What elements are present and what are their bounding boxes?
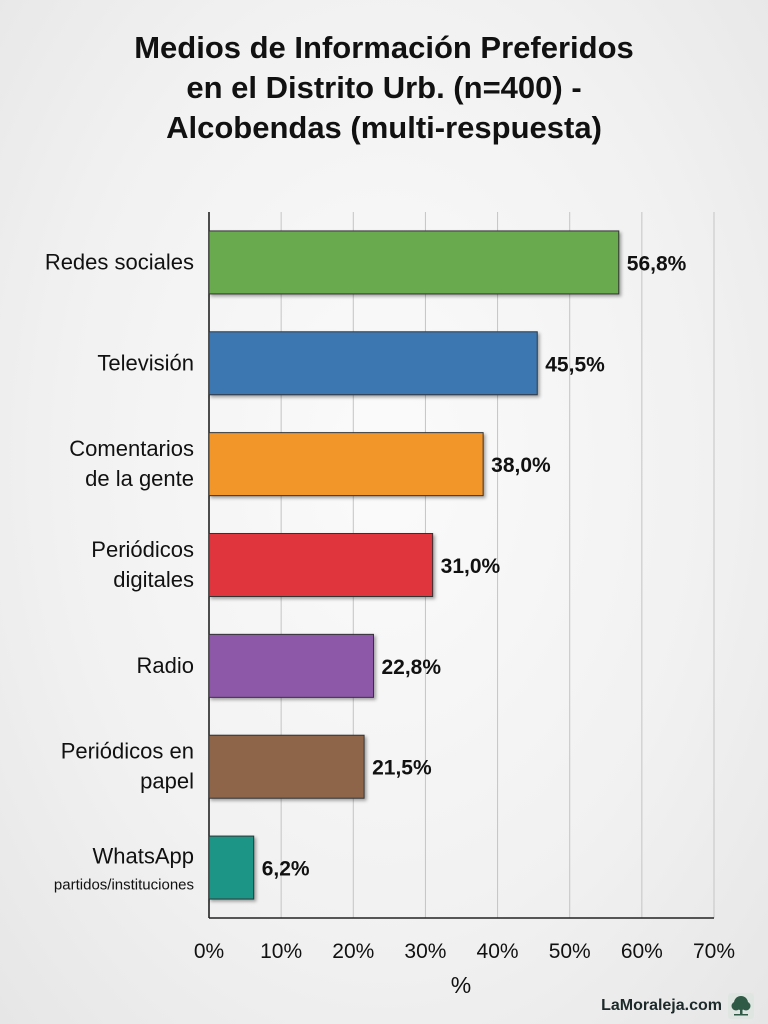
x-tick-label: 50% <box>549 940 591 963</box>
bar <box>208 533 434 597</box>
x-axis: 0% 10% 20% 30% 40% 50% 60% 70%% <box>194 917 735 998</box>
bar <box>208 734 365 799</box>
x-tick-label: 60% <box>621 940 663 963</box>
value-label: 38,0% <box>491 454 551 477</box>
category-label: de la gente <box>85 466 194 491</box>
value-label: 22,8% <box>381 656 441 679</box>
x-tick-label: 70% <box>693 940 735 963</box>
category-label: Radio <box>137 653 194 678</box>
x-tick-label: 10% <box>260 940 302 963</box>
x-axis-title: % <box>451 972 471 998</box>
brand-text: LaMoraleja.com <box>601 997 722 1014</box>
category-sublabel: partidos/instituciones <box>54 877 194 894</box>
value-label: 6,2% <box>262 858 310 881</box>
category-label: Periódicos en <box>61 739 194 764</box>
category-labels: Redes sociales Televisión Comentarios de la… <box>45 249 194 893</box>
x-tick-label: 30% <box>404 940 446 963</box>
bar <box>208 432 484 497</box>
chart-title-line: Medios de Información Preferidos <box>134 30 634 65</box>
value-labels: 56,8% 45,5% 38,0% 31,0% 22,8% 21,5% 6,2% <box>262 252 687 880</box>
chart-title-line: en el Distrito Urb. (n=400) - <box>186 70 582 105</box>
bar <box>208 230 620 295</box>
category-label: Comentarios <box>69 436 194 461</box>
category-label: Periódicos <box>91 537 194 562</box>
category-label: digitales <box>113 567 194 592</box>
x-tick-label: 40% <box>477 940 519 963</box>
bar <box>208 835 255 900</box>
chart-title: Medios de Información Preferidos en el Di… <box>84 28 684 148</box>
category-label: WhatsApp <box>93 844 195 869</box>
value-label: 21,5% <box>372 757 432 780</box>
bar <box>208 331 538 396</box>
x-tick-label: 0% <box>194 940 224 963</box>
category-label: Redes sociales <box>45 249 194 274</box>
category-label: papel <box>140 769 194 794</box>
tree-icon <box>728 993 754 1019</box>
x-tick-label: 20% <box>332 940 374 963</box>
chart-title-line: Alcobendas (multi-respuesta) <box>166 110 602 145</box>
value-label: 45,5% <box>545 353 605 376</box>
branding: LaMoraleja.com <box>601 992 754 1020</box>
value-label: 31,0% <box>441 555 501 578</box>
category-label: Televisión <box>97 350 194 375</box>
bar <box>208 633 374 698</box>
value-label: 56,8% <box>627 252 687 275</box>
bars <box>208 230 620 900</box>
